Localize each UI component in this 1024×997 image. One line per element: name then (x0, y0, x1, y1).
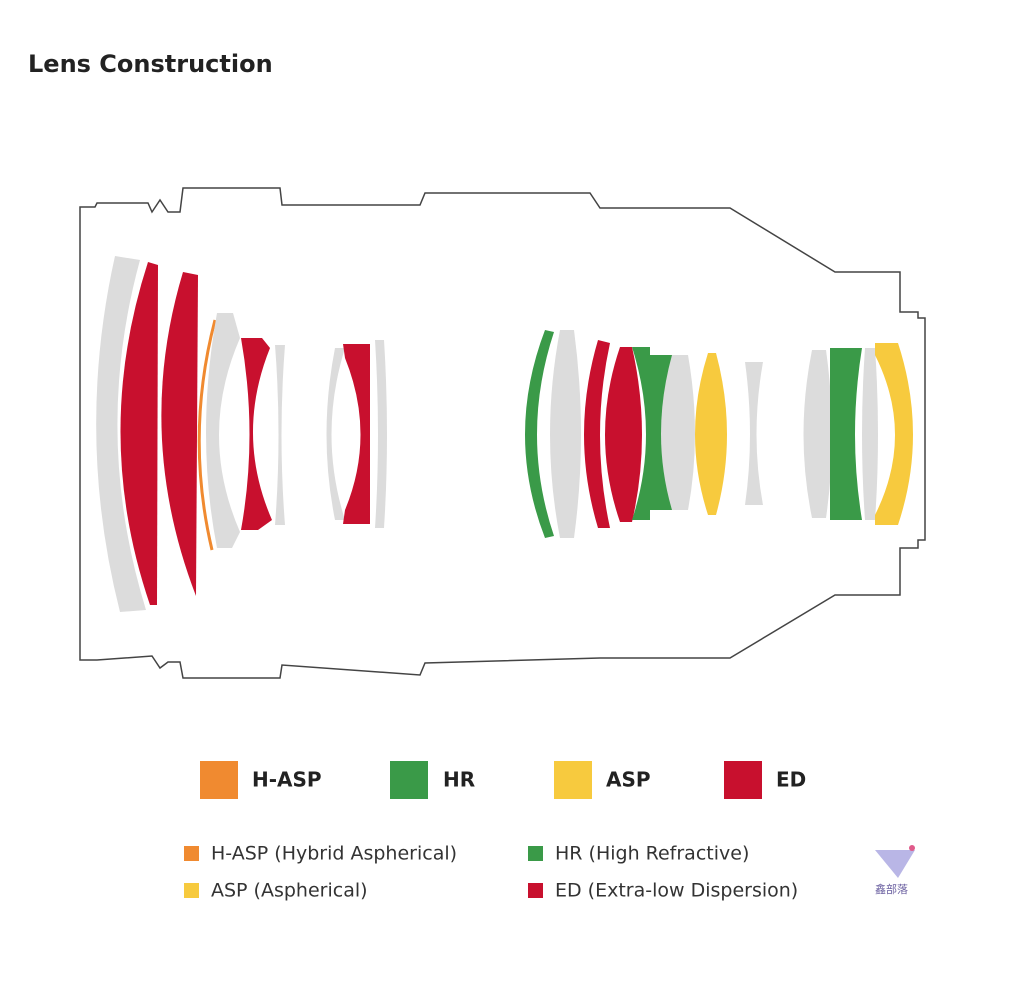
title: Lens Construction (28, 50, 273, 78)
legend-label: ASP (606, 768, 651, 792)
description: ED (Extra-low Dispersion) (555, 880, 798, 902)
legend-swatch (554, 761, 592, 799)
desc-swatch (528, 846, 543, 861)
legend-swatch (200, 761, 238, 799)
legend-label: H-ASP (252, 768, 322, 792)
legend: H-ASP HR ASP ED (200, 761, 806, 799)
legend-swatch (724, 761, 762, 799)
desc-swatch (184, 846, 199, 861)
lens-barrel (79, 187, 926, 679)
desc-swatch (528, 883, 543, 898)
watermark-text: 鑫部落 (875, 882, 908, 896)
legend-swatch (390, 761, 428, 799)
descriptions: H-ASP (Hybrid Aspherical) HR (High Refra… (184, 843, 798, 902)
legend-label: HR (443, 768, 475, 792)
description: HR (High Refractive) (555, 843, 749, 865)
desc-swatch (184, 883, 199, 898)
description: ASP (Aspherical) (211, 880, 368, 902)
lens-elements (96, 256, 913, 612)
watermark: 鑫部落 (875, 845, 915, 896)
description: H-ASP (Hybrid Aspherical) (211, 843, 457, 865)
legend-label: ED (776, 768, 806, 792)
